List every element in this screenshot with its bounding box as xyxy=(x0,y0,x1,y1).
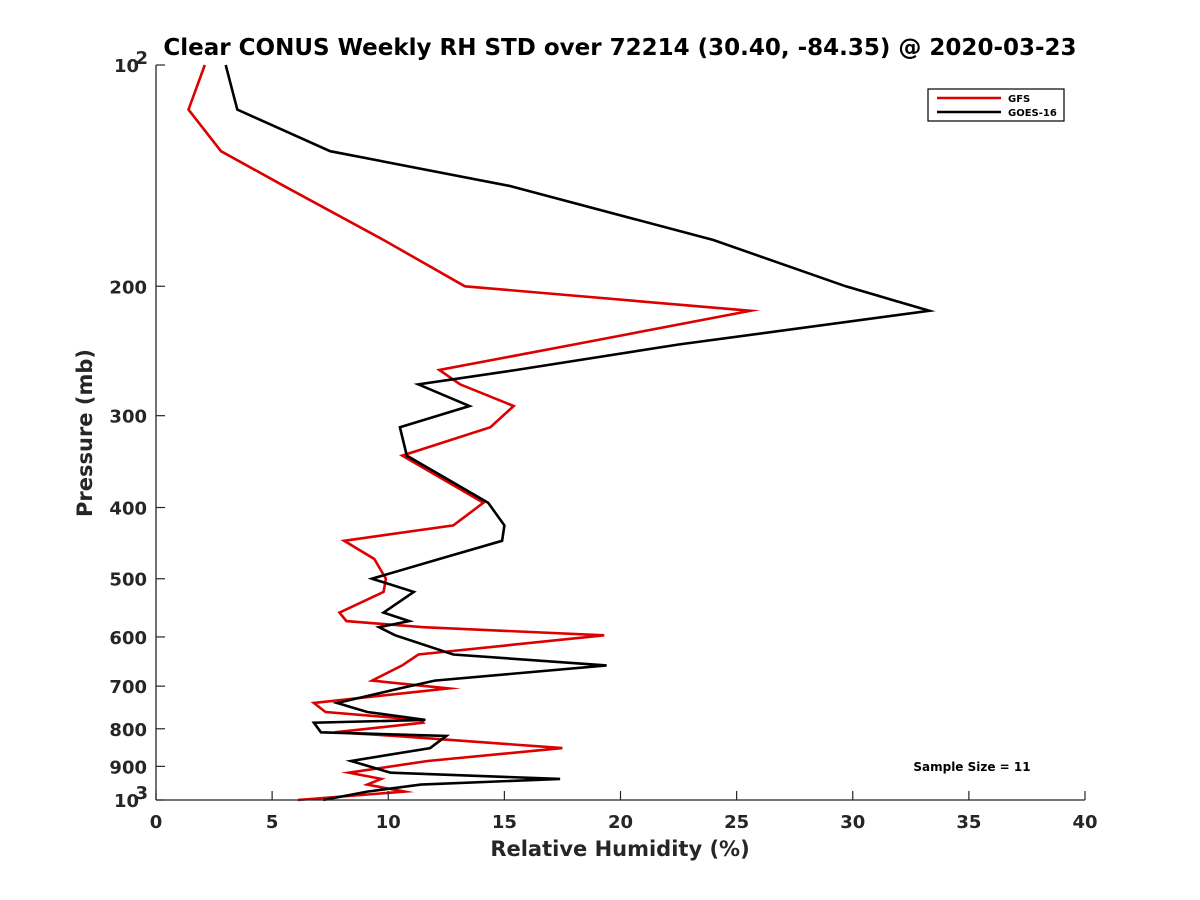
y-tick-label: 800 xyxy=(109,720,147,741)
x-axis-label: Relative Humidity (%) xyxy=(490,837,749,861)
x-tick-label: 20 xyxy=(608,812,633,833)
x-tick-label: 5 xyxy=(266,812,279,833)
legend: GFS GOES-16 xyxy=(927,88,1065,122)
y-tick-exponent: 2 xyxy=(135,48,148,69)
y-tick-label: 10 xyxy=(114,56,139,77)
y-tick-label: 300 xyxy=(109,407,147,428)
legend-box xyxy=(927,88,1065,122)
plot-area: 0 5 10 15 20 25 30 35 40102200300400500600700800… xyxy=(109,48,1097,833)
y-tick-label: 10 xyxy=(114,791,139,812)
x-tick-label: 0 xyxy=(150,812,163,833)
y-tick-label: 600 xyxy=(109,628,147,649)
x-tick-label: 35 xyxy=(956,812,981,833)
x-tick-label: 30 xyxy=(840,812,865,833)
plot-background xyxy=(156,65,1085,800)
y-tick-label: 700 xyxy=(109,677,147,698)
y-tick-label: 900 xyxy=(109,757,147,778)
y-tick-label: 500 xyxy=(109,570,147,591)
y-tick-label: 200 xyxy=(109,277,147,298)
chart-title: Clear CONUS Weekly RH STD over 72214 (30… xyxy=(163,35,1076,61)
x-tick-label: 25 xyxy=(724,812,749,833)
legend-label-gfs: GFS xyxy=(1008,94,1030,105)
y-tick-label: 400 xyxy=(109,499,147,520)
x-tick-label: 40 xyxy=(1072,812,1097,833)
sample-size-annotation: Sample Size = 11 xyxy=(913,760,1030,774)
x-tick-label: 15 xyxy=(492,812,517,833)
legend-label-goes-16: GOES-16 xyxy=(1008,108,1057,119)
series-line-gfs xyxy=(187,64,761,802)
series-line-goes-16 xyxy=(224,64,936,802)
x-tick-label: 10 xyxy=(376,812,401,833)
y-axis-label: Pressure (mb) xyxy=(73,349,97,517)
y-tick-exponent: 3 xyxy=(135,783,148,804)
